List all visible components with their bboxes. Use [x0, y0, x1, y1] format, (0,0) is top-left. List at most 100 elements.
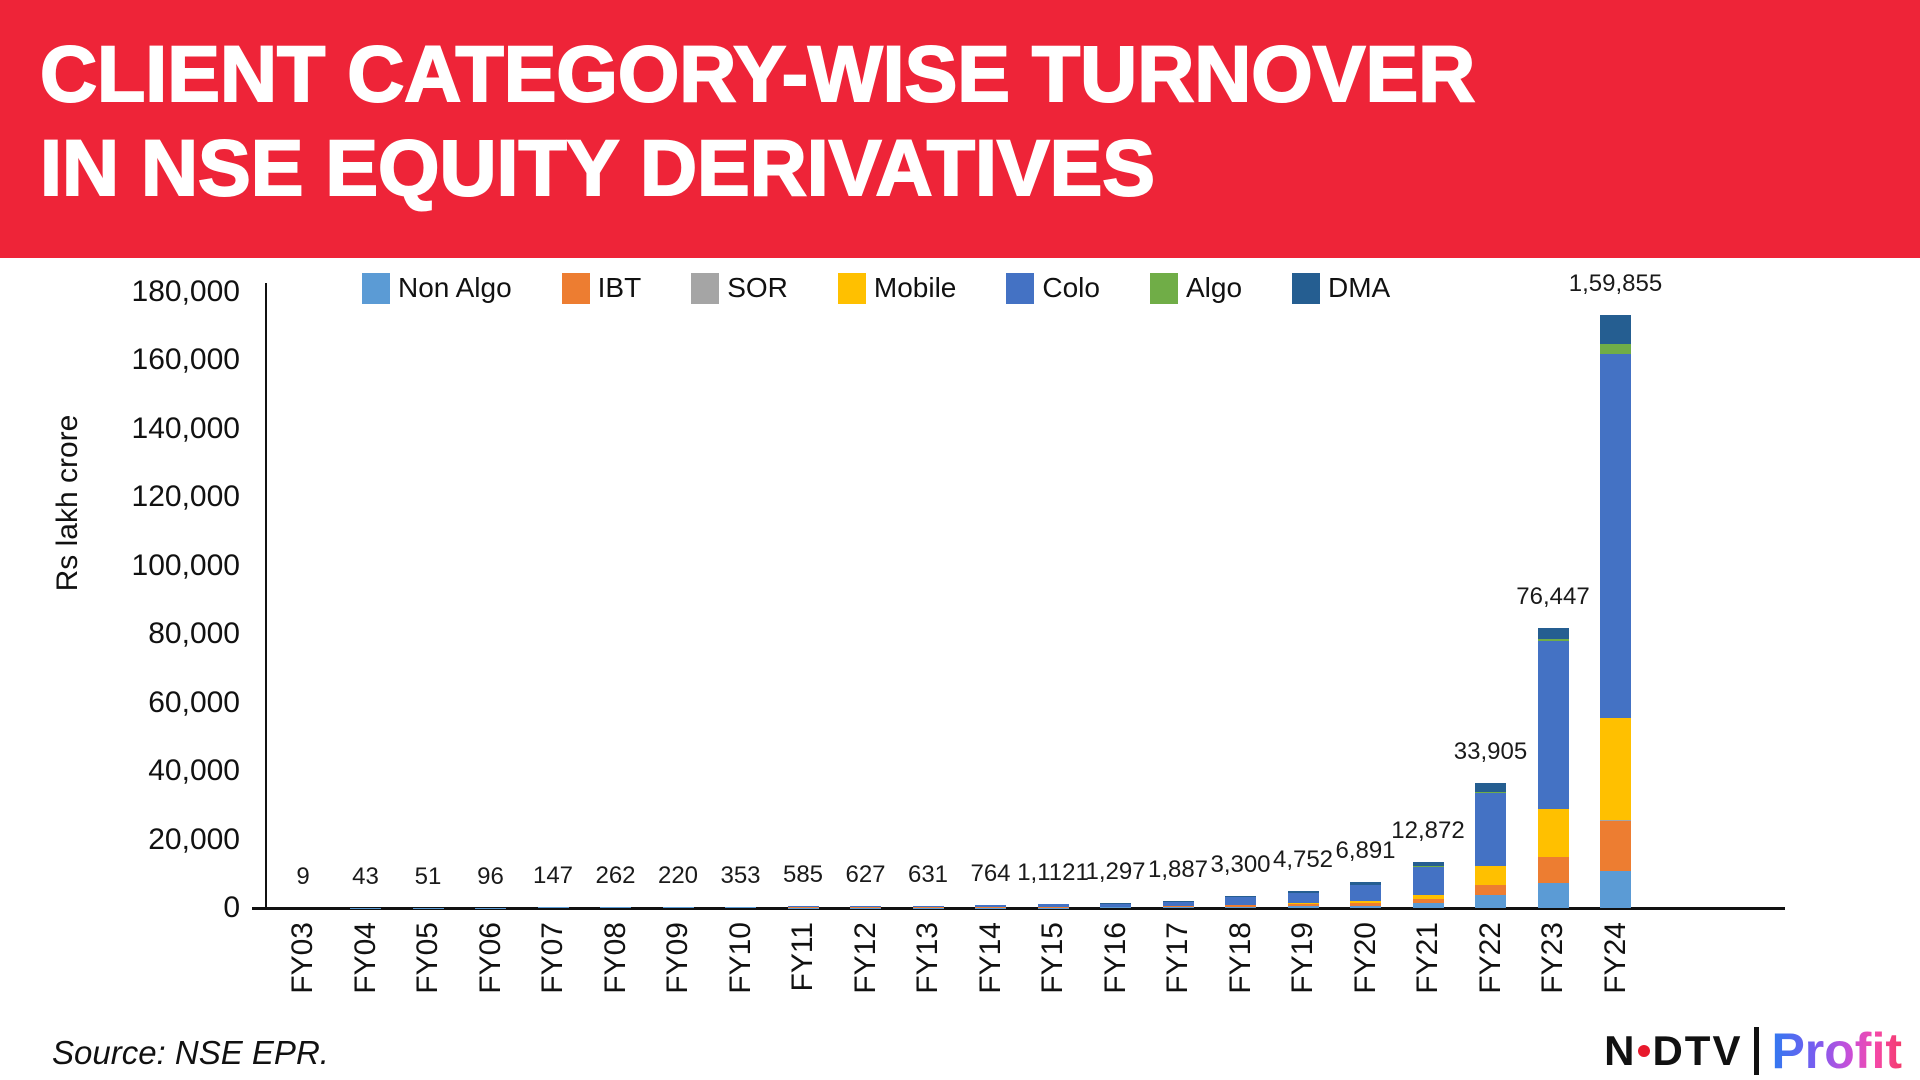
x-tick-label: FY04 [348, 922, 382, 994]
source-note: Source: NSE EPR. [52, 1034, 329, 1071]
x-tick-label: FY21 [1411, 922, 1444, 994]
bar-segment-mobile [1350, 901, 1381, 903]
bar-segment-colo [1225, 897, 1256, 905]
bar-value-label: 631 [907, 860, 949, 888]
legend-item: DMA [1292, 272, 1390, 304]
bar-value-label: 262 [595, 862, 636, 890]
bar-segment-non-algo [725, 906, 756, 908]
bar-segment-dma [1475, 782, 1506, 793]
bar-value-label: 6,891 [1335, 836, 1396, 864]
bar-value-label: 96 [477, 862, 504, 890]
bar-value-label: 76,447 [1516, 583, 1590, 611]
y-tick-label: 140,000 [131, 411, 240, 445]
bar-fy14 [975, 905, 1006, 908]
bar-segment-mobile [1412, 895, 1444, 899]
x-tick-label: FY19 [1286, 922, 1319, 994]
bar-segment-non-algo [1475, 894, 1506, 908]
bar-value-label: 220 [657, 862, 699, 890]
legend-label: Colo [1042, 272, 1100, 303]
ndtv-wordmark: N DTV [1604, 1027, 1743, 1074]
bar-fy09 [662, 907, 694, 908]
bar-segment-colo [787, 906, 819, 908]
bar-segment-ibt [1412, 898, 1444, 903]
bar-segment-colo [1100, 903, 1131, 907]
x-tick-label: FY05 [411, 922, 444, 994]
bar-segment-colo [1600, 353, 1631, 719]
x-tick-label: FY06 [473, 922, 507, 994]
bar-segment-mobile [1225, 904, 1256, 906]
y-tick-label: 180,000 [131, 275, 240, 308]
bar-fy23 [1537, 628, 1569, 908]
bar-fy12 [850, 905, 881, 908]
bar-segment-colo [1537, 640, 1569, 810]
bar-fy15 [1037, 904, 1069, 908]
x-tick-label: FY13 [911, 922, 944, 994]
x-tick-label: FY17 [1161, 922, 1194, 994]
bar-segment-sor [1600, 820, 1631, 822]
legend-item: Mobile [837, 272, 957, 304]
bar-segment-ibt [1037, 907, 1069, 908]
ndtv-red-dot-icon [1638, 1045, 1651, 1057]
bar-segment-colo [1475, 793, 1506, 866]
bar-segment-algo [1600, 343, 1631, 354]
x-tick-label: FY18 [1223, 922, 1257, 994]
bar-value-label: 33,905 [1453, 737, 1528, 765]
legend-label: IBT [597, 272, 642, 303]
chart-legend: Non Algo IBT SOR Mobile Colo Algo DMA [362, 272, 1390, 304]
x-tick-label: FY08 [598, 922, 632, 994]
bar-segment-colo [850, 905, 881, 908]
x-tick-label: FY20 [1348, 922, 1382, 994]
bar-value-label: 764 [970, 860, 1011, 888]
bar-segment-dma [1287, 890, 1319, 894]
x-axis-line [252, 907, 1785, 910]
bar-segment-colo [1287, 893, 1319, 904]
bar-segment-colo [1350, 885, 1381, 902]
bar-segment-non-algo [1162, 907, 1194, 908]
y-tick-label: 0 [223, 891, 240, 924]
x-tick-label: FY09 [661, 922, 694, 994]
bar-segment-ibt [1350, 902, 1381, 906]
profit-wordmark: Profit [1771, 1023, 1902, 1079]
bar-segment-dma [1350, 882, 1381, 886]
x-tick-label: FY10 [723, 922, 757, 994]
logo-divider [1754, 1027, 1760, 1075]
bar-value-label: 627 [845, 860, 886, 888]
x-tick-label: FY16 [1098, 922, 1132, 994]
bar-segment-dma [1225, 896, 1256, 898]
y-tick-label: 40,000 [148, 754, 240, 788]
bar-segment-ibt [1100, 906, 1131, 908]
bar-fy10 [725, 906, 756, 908]
bar-segment-non-algo [1350, 905, 1381, 908]
bar-fy20 [1350, 882, 1381, 908]
y-tick-label: 80,000 [148, 617, 240, 651]
y-tick-label: 60,000 [148, 685, 240, 719]
y-tick-label: 100,000 [131, 548, 240, 582]
x-tick-label: FY15 [1036, 922, 1069, 994]
x-tick-label: FY03 [286, 922, 319, 994]
x-tick-label: FY23 [1536, 922, 1569, 994]
legend-swatch-dma [1292, 272, 1321, 304]
bar-fy16 [1100, 903, 1131, 908]
legend-swatch-mobile [837, 272, 866, 304]
bar-segment-non-algo [662, 907, 694, 908]
legend-item: SOR [691, 272, 788, 304]
bar-segment-non-algo [1225, 906, 1256, 908]
bar-segment-ibt [1287, 904, 1319, 907]
bar-fy11 [787, 906, 819, 908]
title-banner: CLIENT CATEGORY-WISE TURNOVER IN NSE EQU… [0, 0, 1920, 258]
bar-segment-colo [1037, 904, 1069, 908]
bar-value-label: 4,752 [1272, 845, 1334, 873]
bar-segment-algo [1537, 638, 1569, 641]
bar-segment-mobile [1600, 718, 1631, 821]
bar-segment-mobile [1287, 903, 1319, 905]
bar-segment-ibt [1537, 857, 1569, 884]
bar-fy17 [1162, 901, 1194, 908]
legend-label: Mobile [873, 272, 957, 303]
bar-segment-non-algo [1100, 907, 1131, 908]
bar-segment-non-algo [1412, 902, 1444, 908]
bar-segment-colo [1162, 901, 1194, 907]
bar-segment-colo [975, 905, 1006, 908]
bar-segment-colo [1412, 866, 1444, 896]
bar-segment-dma [1412, 861, 1444, 867]
